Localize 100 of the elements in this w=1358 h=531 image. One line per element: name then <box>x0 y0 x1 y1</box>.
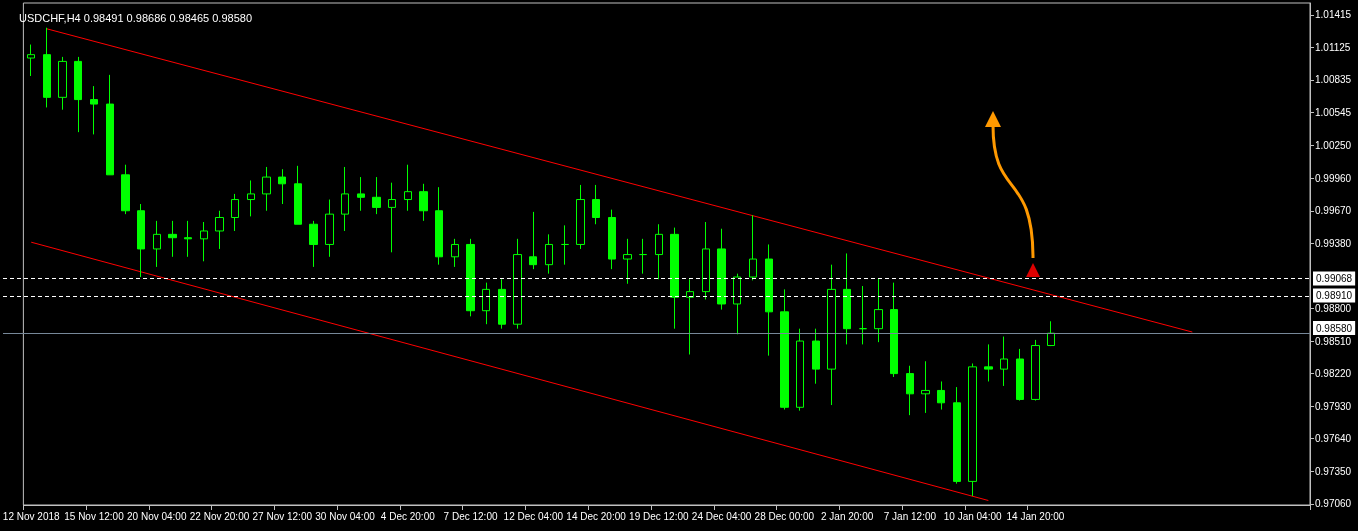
x-tick-label: 10 Jan 04:00 <box>943 510 1003 522</box>
candlestick <box>153 220 161 268</box>
y-tick-label: 1.00835 <box>1315 74 1352 86</box>
candlestick <box>576 184 585 250</box>
candlestick <box>796 328 804 412</box>
ref-line-label: 0.98580 <box>1316 322 1353 334</box>
candlestick <box>874 277 883 343</box>
candlestick <box>168 220 177 258</box>
candlestick <box>294 165 302 225</box>
candlestick <box>1000 336 1008 387</box>
candlestick <box>592 184 600 225</box>
candlestick <box>545 233 553 275</box>
candlestick <box>184 220 192 258</box>
x-tick-label: 14 Jan 20:00 <box>1006 510 1065 522</box>
candlestick <box>466 238 475 317</box>
x-tick-label: 12 Nov 2018 <box>2 510 61 522</box>
candlestick <box>325 199 334 258</box>
candlestick <box>137 203 145 278</box>
candlestick <box>717 228 726 311</box>
x-tick-label: 22 Nov 20:00 <box>189 510 250 522</box>
ref-line-label: 0.98910 <box>1316 289 1353 301</box>
candlestick <box>1047 320 1055 347</box>
candlestick <box>121 164 130 215</box>
candlestick <box>639 238 647 275</box>
candlestick <box>58 56 67 111</box>
ref-line-label: 0.99068 <box>1316 273 1353 284</box>
candlestick <box>419 183 428 222</box>
candlestick <box>686 278 694 356</box>
x-tick-label: 30 Nov 04:00 <box>315 510 376 522</box>
candlestick <box>74 56 82 133</box>
y-tick-label: 0.99960 <box>1315 172 1352 184</box>
y-tick-label: 1.01125 <box>1315 41 1351 53</box>
candlestick <box>357 176 365 212</box>
y-tick-label: 0.97640 <box>1315 433 1352 445</box>
candlestick <box>1031 339 1040 402</box>
candlestick <box>859 285 867 345</box>
candlestick <box>561 224 569 266</box>
candlestick <box>608 209 616 270</box>
candlestick <box>937 380 945 411</box>
candlestick <box>247 179 255 217</box>
candlestick <box>765 243 773 357</box>
x-tick-label: 2 Jan 20:00 <box>821 510 874 522</box>
x-tick-label: 12 Dec 04:00 <box>503 510 564 522</box>
candlestick <box>341 166 349 232</box>
x-tick-label: 28 Dec 00:00 <box>754 510 815 522</box>
candlestick <box>278 168 286 205</box>
x-tick-label: 27 Nov 12:00 <box>252 510 313 522</box>
candlestick <box>435 186 443 266</box>
candlestick <box>968 363 977 497</box>
candlestick <box>482 282 490 325</box>
candlestick <box>953 386 961 485</box>
candlestick <box>984 343 993 382</box>
candlestick <box>827 264 836 406</box>
candlestick <box>200 221 208 262</box>
y-tick-label: 0.98800 <box>1315 302 1352 314</box>
candlestick <box>529 211 537 270</box>
y-tick-label: 0.99670 <box>1315 205 1352 217</box>
y-tick-label: 0.99380 <box>1315 237 1352 249</box>
candlestick <box>780 288 789 411</box>
y-tick-label: 1.01415 <box>1315 9 1352 21</box>
candlestick <box>262 166 271 212</box>
candlestick <box>655 223 663 280</box>
candlestick <box>812 328 820 385</box>
y-tick-label: 0.97930 <box>1315 400 1352 412</box>
y-tick-label: 0.98510 <box>1315 335 1352 347</box>
y-tick-label: 0.97060 <box>1315 498 1352 510</box>
candlestick <box>623 238 632 285</box>
x-tick-label: 24 Dec 04:00 <box>691 510 752 522</box>
candlestick <box>106 74 114 176</box>
candlestick <box>215 210 224 250</box>
candlestick <box>27 44 35 77</box>
candlestick <box>702 221 710 300</box>
candlestick <box>921 360 930 414</box>
x-tick-label: 15 Nov 12:00 <box>64 510 125 522</box>
x-tick-label: 20 Nov 04:00 <box>127 510 187 522</box>
x-tick-label: 7 Jan 12:00 <box>883 510 937 522</box>
candlestick <box>1016 348 1024 402</box>
candlestick <box>90 85 98 135</box>
candlestick <box>843 252 851 345</box>
x-tick-label: 14 Dec 20:00 <box>566 510 627 522</box>
candlestick <box>309 220 318 268</box>
candlestick <box>749 214 757 281</box>
y-tick-label: 1.00545 <box>1315 107 1352 118</box>
y-tick-label: 0.97350 <box>1315 465 1352 477</box>
candlestick <box>906 365 914 416</box>
candlestick <box>372 176 381 215</box>
candlestick <box>231 193 239 232</box>
candlestick <box>388 182 396 253</box>
y-tick-label: 0.98220 <box>1315 368 1352 380</box>
candlestick <box>404 164 412 212</box>
x-tick-label: 4 Dec 20:00 <box>380 510 436 522</box>
y-tick-label: 1.00250 <box>1315 140 1352 152</box>
candlestick <box>43 27 51 108</box>
candlestick <box>498 278 506 330</box>
candlestick <box>451 238 459 268</box>
candlestick <box>670 227 679 330</box>
candlestick <box>733 273 741 335</box>
x-tick-label: 7 Dec 12:00 <box>443 510 498 522</box>
candlestick <box>513 238 522 330</box>
candlestick <box>890 282 898 378</box>
